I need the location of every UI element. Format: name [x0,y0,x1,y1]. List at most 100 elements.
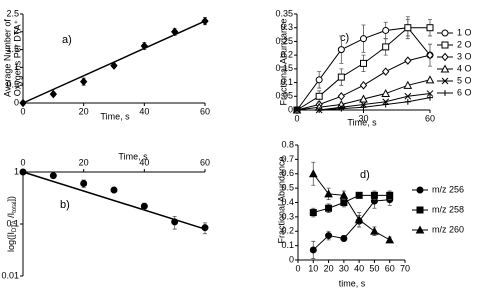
y-tick-label: 0.3 [280,22,293,32]
y-axis-label: Fractional Abundance [276,156,286,243]
y-tick-label: 0.5 [281,183,294,193]
marker [171,218,179,226]
marker [441,52,449,62]
marker [308,169,318,178]
legend-label: 6 O [457,87,472,97]
marker [426,50,434,60]
marker [140,41,148,51]
marker [325,232,333,240]
y-tick-label: 0 [14,97,19,107]
marker [339,190,349,199]
marker [359,94,368,103]
x-tick-label: 30 [339,263,349,273]
marker [316,107,323,113]
panel-label: d) [360,169,370,181]
x-tick-label: 20 [79,106,89,116]
marker [385,235,395,244]
marker [427,94,433,101]
x-axis-label: Time, s [347,117,377,127]
x-tick-label: 40 [139,157,149,167]
marker [315,92,323,100]
marker [171,27,179,37]
legend-label: 2 O [457,39,472,49]
x-axis-label: Time, s [118,151,148,161]
y-axis-label-part: log([I [6,232,16,252]
marker [415,225,425,234]
y-tick-label: 0.1 [281,240,294,250]
y-tick-label: 0.15 [275,63,293,73]
y-tick-label: 0.2 [281,226,294,236]
marker [404,56,412,65]
marker [404,92,412,100]
y-tick-label: 0.1 [280,77,293,87]
legend-label: m/z 258 [432,204,464,214]
marker [337,73,345,81]
y-tick-label: 0.35 [275,8,293,18]
marker [386,191,394,199]
marker [426,90,434,97]
y-axis-label-part: total [12,202,18,213]
x-axis-label: Time, s [100,111,130,121]
marker [426,24,434,32]
x-tick-label: 60 [200,106,210,116]
marker [325,204,333,212]
y-tick-label: 2 [14,26,19,36]
y-tick-label: 0.25 [275,36,293,46]
y-tick-label: 0.7 [281,154,294,164]
y-tick-label: 0.1 [6,218,19,228]
x-tick-label: 0 [295,263,300,273]
marker [359,81,368,90]
marker [294,107,300,113]
panel-label: a) [62,34,72,46]
marker [337,46,345,54]
marker [382,67,390,76]
y-axis-label-part: ]) [6,196,16,202]
marker [49,89,57,99]
y-tick-label: 0 [288,104,293,114]
marker [416,186,424,194]
y-axis-label: log([IDTA /Itotal]) [6,196,17,252]
marker [425,75,435,84]
x-tick-label: 20 [79,157,89,167]
y-tick-label: 2.5 [6,8,19,18]
x-tick-label: 60 [425,113,435,123]
marker [201,16,209,26]
x-tick-label: 60 [385,263,395,273]
marker [140,202,148,210]
marker [403,80,413,89]
x-tick-label: 60 [200,157,210,167]
marker [80,180,88,188]
y-tick-label: 0 [289,254,294,264]
y-axis-label-part: /I [6,213,16,221]
y-tick-label: 0.4 [281,197,294,207]
marker [416,206,424,214]
marker [49,172,57,180]
x-tick-label: 10 [308,263,318,273]
x-tick-label: 50 [369,263,379,273]
marker [355,191,363,199]
marker [338,105,345,112]
marker [382,26,390,34]
marker [19,98,27,108]
x-tick-label: 30 [358,113,368,123]
x-tick-label: 70 [400,263,410,273]
marker [201,224,209,232]
y-tick-label: 0.6 [281,168,294,178]
marker [381,88,391,98]
x-tick-label: 0 [20,157,25,167]
y-tick-label: 1 [14,62,19,72]
legend-label: m/z 256 [432,184,464,194]
series-line [313,194,390,214]
y-axis-label: Oxygens Per DTA⁺ [12,19,22,96]
marker [440,64,450,73]
y-tick-label: 0.5 [6,80,19,90]
marker [80,77,88,86]
marker [360,35,367,43]
legend-label: 5 O [457,75,472,85]
marker [441,41,449,49]
marker [354,215,364,224]
y-tick-label: 0.8 [281,139,294,149]
marker [360,104,367,111]
y-tick-label: 1 [14,166,19,176]
